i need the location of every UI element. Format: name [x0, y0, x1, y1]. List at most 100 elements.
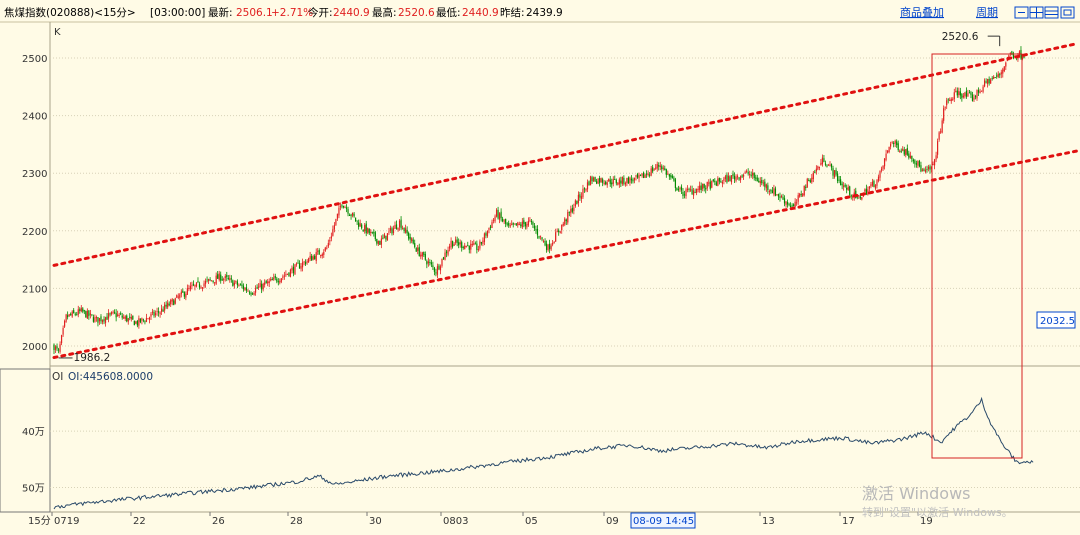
candle	[480, 241, 483, 246]
candle	[441, 258, 443, 268]
candle	[765, 183, 767, 192]
candle	[774, 186, 777, 197]
candle	[708, 179, 710, 187]
candle	[709, 178, 711, 191]
candle	[82, 307, 84, 314]
candle	[588, 180, 590, 186]
candle	[223, 277, 225, 284]
candle	[429, 259, 431, 266]
candle	[180, 289, 182, 298]
last-label: 最新:	[208, 6, 233, 19]
candle	[167, 299, 169, 310]
candle	[209, 277, 211, 282]
candle	[680, 184, 683, 195]
low-value: 2440.9	[462, 7, 499, 19]
candle	[744, 170, 746, 174]
candle	[409, 233, 411, 244]
candle	[294, 263, 296, 275]
candle	[897, 140, 899, 152]
candle	[520, 222, 522, 229]
candle	[197, 277, 199, 284]
window-tile-icon[interactable]	[1014, 6, 1029, 19]
candle	[938, 131, 940, 142]
candle	[990, 78, 992, 84]
candle	[652, 164, 654, 174]
candle	[86, 308, 88, 319]
candle	[489, 224, 492, 231]
candle	[773, 184, 775, 197]
candle	[838, 176, 840, 184]
candle	[1020, 46, 1022, 60]
candle	[462, 245, 464, 250]
candle	[962, 92, 964, 99]
candle	[383, 232, 386, 239]
candle	[368, 228, 370, 235]
candle	[700, 182, 702, 194]
candle	[893, 141, 895, 148]
candle	[914, 159, 916, 168]
candle	[586, 179, 589, 193]
oi-panel-label: OI	[52, 371, 63, 383]
candle	[696, 188, 698, 196]
candle	[850, 194, 852, 200]
commodity-overlay-button[interactable]: 商品叠加	[900, 5, 944, 19]
candle	[977, 87, 980, 96]
candle	[568, 211, 570, 217]
candle	[106, 312, 108, 320]
candle	[144, 320, 146, 325]
candle	[968, 90, 971, 94]
period-button[interactable]: 周期	[976, 6, 998, 19]
candle	[91, 314, 93, 317]
candle	[799, 192, 801, 198]
candle	[827, 163, 830, 166]
candle	[940, 128, 942, 134]
window-split-icon[interactable]	[1029, 6, 1044, 19]
candle	[946, 97, 948, 109]
candle	[88, 310, 90, 320]
candle	[885, 149, 887, 162]
candle	[535, 225, 537, 234]
candle	[388, 227, 390, 235]
candle	[544, 238, 546, 247]
candle	[147, 318, 149, 320]
candle	[248, 290, 251, 295]
candle	[433, 266, 436, 276]
candle	[192, 280, 195, 287]
candle	[89, 309, 91, 319]
candle	[165, 301, 167, 309]
candle	[408, 231, 410, 241]
candle	[923, 167, 925, 172]
candle	[941, 118, 943, 134]
candle	[239, 283, 242, 286]
candle	[721, 180, 723, 188]
candle	[642, 171, 645, 179]
candle	[844, 183, 846, 188]
candle	[201, 287, 204, 292]
window-restore-icon[interactable]	[1060, 6, 1075, 19]
candle	[518, 221, 520, 226]
window-grid-icon[interactable]	[1044, 6, 1059, 19]
candle	[109, 312, 111, 317]
candle	[145, 313, 148, 323]
candle	[432, 261, 434, 270]
candle	[983, 78, 986, 88]
open-label: 今开:	[308, 6, 333, 19]
candle	[97, 317, 99, 327]
candle	[233, 280, 235, 289]
candle	[659, 161, 661, 171]
candle	[74, 312, 76, 317]
candle	[405, 224, 407, 234]
candle	[805, 184, 807, 191]
candle	[555, 228, 557, 242]
candle	[168, 301, 170, 307]
candle	[377, 240, 379, 246]
candle	[364, 223, 366, 234]
candle	[858, 194, 860, 199]
candle	[830, 163, 833, 171]
candle	[176, 294, 178, 299]
candle	[627, 176, 630, 184]
candle	[906, 144, 908, 156]
candle	[656, 161, 658, 172]
candle	[251, 292, 254, 296]
candle	[83, 309, 85, 315]
